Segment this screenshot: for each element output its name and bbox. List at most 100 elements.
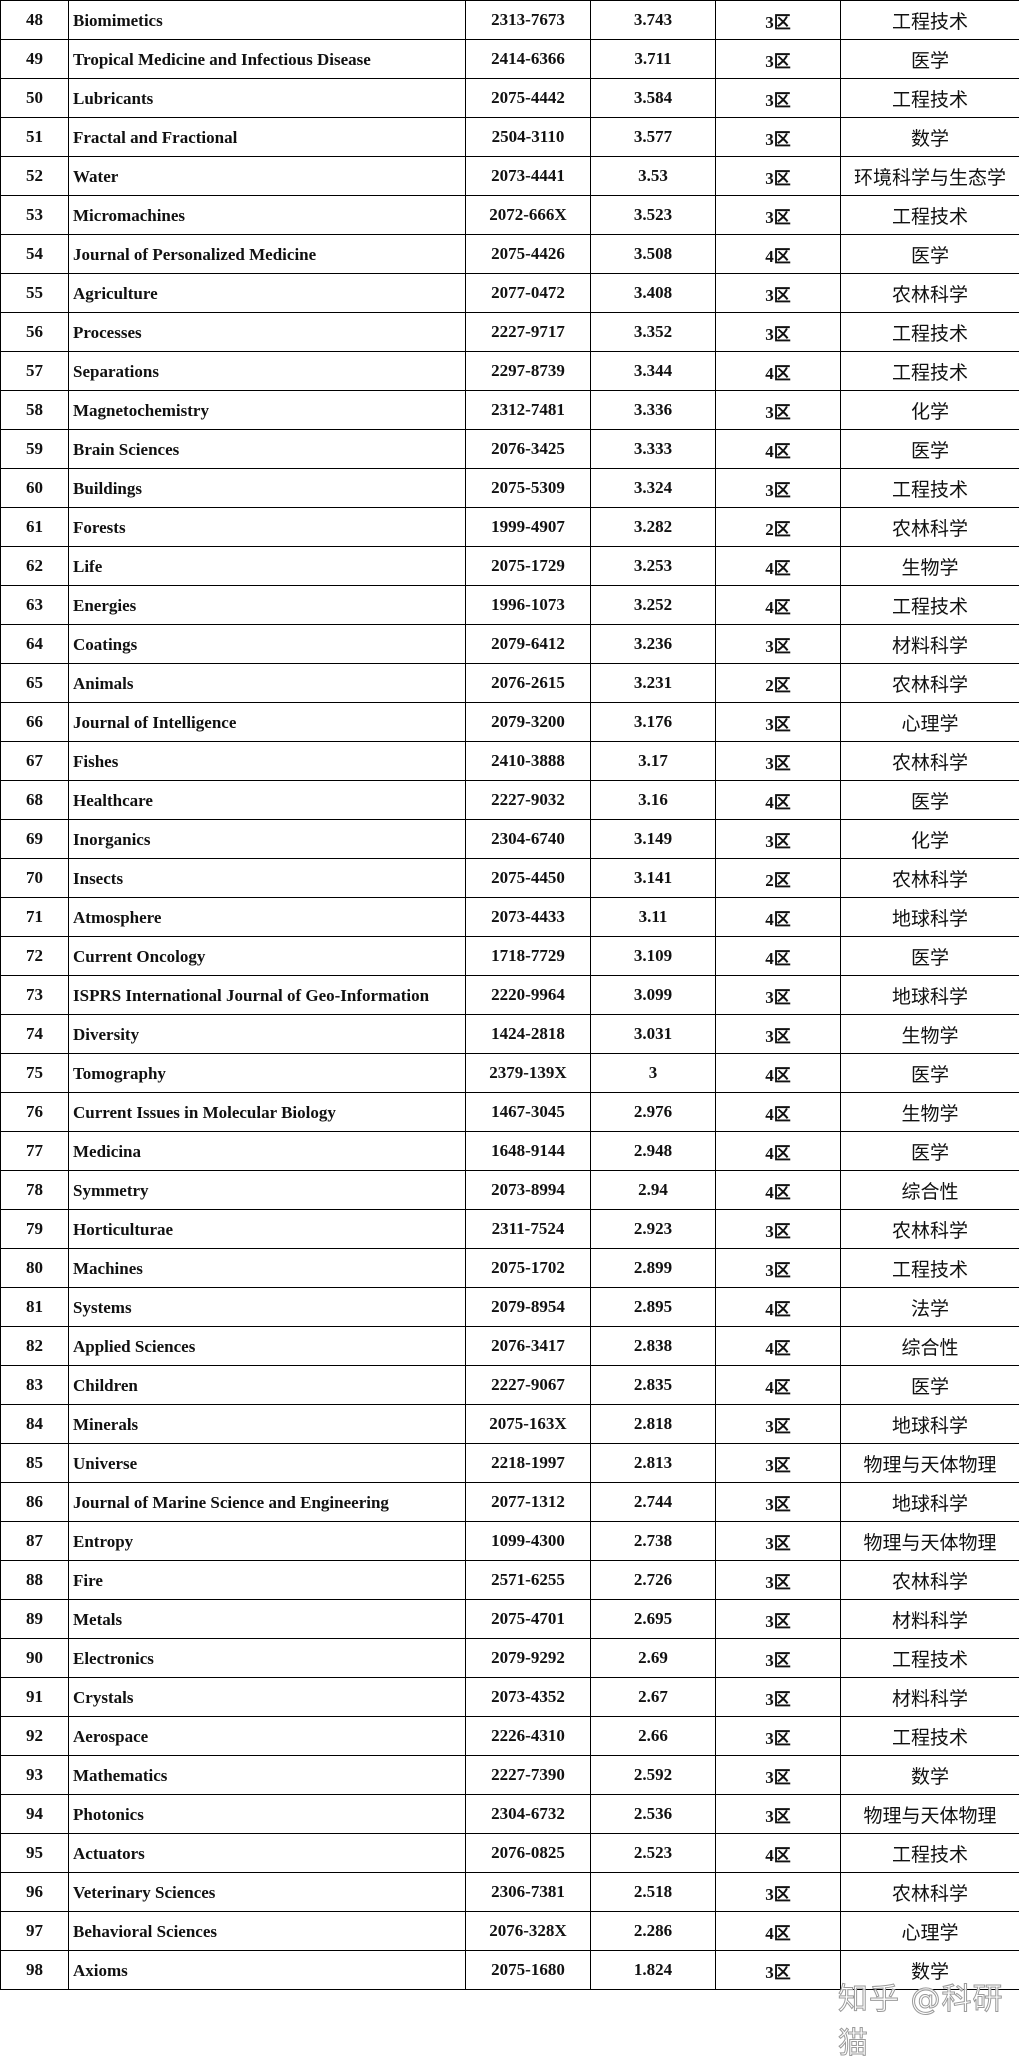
zone-cell: 3区 [716, 118, 841, 157]
impact-factor-cell: 3.176 [591, 703, 716, 742]
category-cell: 工程技术 [841, 1717, 1019, 1756]
impact-factor-cell: 3.577 [591, 118, 716, 157]
issn-cell: 2312-7481 [466, 391, 591, 430]
impact-factor-cell: 2.948 [591, 1132, 716, 1171]
journal-name-cell: Processes [69, 313, 466, 352]
zone-cell: 4区 [716, 547, 841, 586]
category-cell: 材料科学 [841, 1678, 1019, 1717]
rank-cell: 53 [1, 196, 69, 235]
journal-name-cell: Tomography [69, 1054, 466, 1093]
category-cell: 材料科学 [841, 625, 1019, 664]
impact-factor-cell: 3.53 [591, 157, 716, 196]
journal-name-cell: Crystals [69, 1678, 466, 1717]
journal-name-cell: Medicina [69, 1132, 466, 1171]
impact-factor-cell: 2.67 [591, 1678, 716, 1717]
journal-name-cell: Fractal and Fractional [69, 118, 466, 157]
rank-cell: 70 [1, 859, 69, 898]
impact-factor-cell: 2.69 [591, 1639, 716, 1678]
journal-name-cell: Magnetochemistry [69, 391, 466, 430]
issn-cell: 2297-8739 [466, 352, 591, 391]
category-cell: 医学 [841, 235, 1019, 274]
impact-factor-cell: 2.738 [591, 1522, 716, 1561]
issn-cell: 2410-3888 [466, 742, 591, 781]
impact-factor-cell: 2.976 [591, 1093, 716, 1132]
issn-cell: 2227-7390 [466, 1756, 591, 1795]
journal-name-cell: Actuators [69, 1834, 466, 1873]
journal-name-cell: Applied Sciences [69, 1327, 466, 1366]
rank-cell: 51 [1, 118, 69, 157]
zone-cell: 4区 [716, 898, 841, 937]
impact-factor-cell: 2.286 [591, 1912, 716, 1951]
zone-cell: 2区 [716, 859, 841, 898]
zone-cell: 3区 [716, 469, 841, 508]
category-cell: 地球科学 [841, 1483, 1019, 1522]
rank-cell: 69 [1, 820, 69, 859]
issn-cell: 1424-2818 [466, 1015, 591, 1054]
category-cell: 心理学 [841, 703, 1019, 742]
rank-cell: 93 [1, 1756, 69, 1795]
category-cell: 医学 [841, 937, 1019, 976]
category-cell: 物理与天体物理 [841, 1795, 1019, 1834]
issn-cell: 2075-4701 [466, 1600, 591, 1639]
issn-cell: 2072-666X [466, 196, 591, 235]
category-cell: 工程技术 [841, 586, 1019, 625]
category-cell: 农林科学 [841, 274, 1019, 313]
journal-name-cell: Current Issues in Molecular Biology [69, 1093, 466, 1132]
zone-cell: 3区 [716, 1249, 841, 1288]
category-cell: 医学 [841, 40, 1019, 79]
journal-name-cell: Forests [69, 508, 466, 547]
category-cell: 工程技术 [841, 1639, 1019, 1678]
issn-cell: 2313-7673 [466, 1, 591, 40]
zone-cell: 4区 [716, 352, 841, 391]
impact-factor-cell: 3.344 [591, 352, 716, 391]
impact-factor-cell: 3.16 [591, 781, 716, 820]
journal-name-cell: Tropical Medicine and Infectious Disease [69, 40, 466, 79]
impact-factor-cell: 3.508 [591, 235, 716, 274]
journal-name-cell: Journal of Intelligence [69, 703, 466, 742]
category-cell: 地球科学 [841, 898, 1019, 937]
category-cell: 材料科学 [841, 1600, 1019, 1639]
journal-name-cell: Buildings [69, 469, 466, 508]
impact-factor-cell: 3.324 [591, 469, 716, 508]
issn-cell: 2075-4442 [466, 79, 591, 118]
impact-factor-cell: 3.282 [591, 508, 716, 547]
zone-cell: 3区 [716, 820, 841, 859]
zone-cell: 3区 [716, 79, 841, 118]
impact-factor-cell: 2.923 [591, 1210, 716, 1249]
impact-factor-cell: 2.94 [591, 1171, 716, 1210]
zone-cell: 2区 [716, 664, 841, 703]
rank-cell: 85 [1, 1444, 69, 1483]
issn-cell: 2079-8954 [466, 1288, 591, 1327]
zone-cell: 3区 [716, 1873, 841, 1912]
impact-factor-cell: 3.149 [591, 820, 716, 859]
zone-cell: 4区 [716, 1288, 841, 1327]
rank-cell: 61 [1, 508, 69, 547]
rank-cell: 82 [1, 1327, 69, 1366]
impact-factor-cell: 3.253 [591, 547, 716, 586]
journal-name-cell: Separations [69, 352, 466, 391]
impact-factor-cell: 3.352 [591, 313, 716, 352]
category-cell: 地球科学 [841, 976, 1019, 1015]
journal-name-cell: Fishes [69, 742, 466, 781]
impact-factor-cell: 1.824 [591, 1951, 716, 1990]
journal-name-cell: Metals [69, 1600, 466, 1639]
category-cell: 工程技术 [841, 79, 1019, 118]
rank-cell: 71 [1, 898, 69, 937]
journal-name-cell: Insects [69, 859, 466, 898]
